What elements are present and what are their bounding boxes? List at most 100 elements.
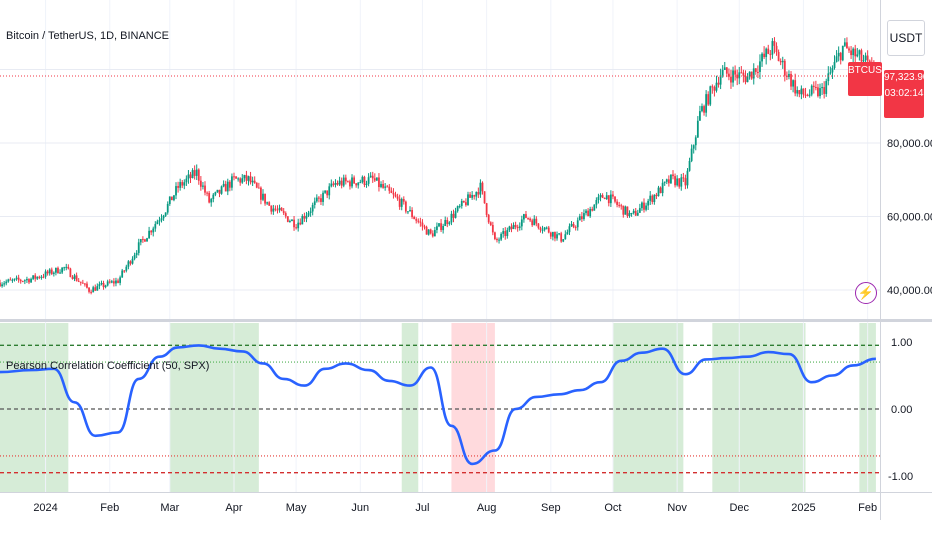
candle-body <box>413 216 416 220</box>
candle-body <box>713 87 716 91</box>
candle-body <box>129 261 132 264</box>
candle-body <box>866 55 869 61</box>
candle-body <box>645 205 647 210</box>
currency-button[interactable]: USDT <box>887 20 925 56</box>
candle-body <box>243 175 246 179</box>
candle-body <box>514 224 517 228</box>
candle-body <box>63 267 66 269</box>
candle-body <box>148 230 150 239</box>
correlation-line[interactable] <box>0 344 876 466</box>
candle-body <box>108 281 111 283</box>
candle-body <box>498 239 500 241</box>
candle-body <box>622 205 625 215</box>
candle-body <box>32 275 35 279</box>
candle-body <box>189 174 192 179</box>
candle-body <box>328 186 331 196</box>
candle-body <box>303 216 306 219</box>
candle-body <box>181 182 184 186</box>
candle-body <box>719 75 722 85</box>
candle-body <box>295 227 298 229</box>
time-axis-label: 2024 <box>33 502 57 514</box>
time-axis-label: Aug <box>477 502 497 514</box>
time-axis-label: Mar <box>160 502 179 514</box>
candle-body <box>119 277 122 283</box>
candle-body <box>102 282 105 288</box>
candle-body <box>746 76 749 83</box>
candle-body <box>152 228 155 233</box>
symbol-title[interactable]: Bitcoin / TetherUS, 1D, BINANCE <box>6 30 170 42</box>
candle-body <box>821 87 823 89</box>
candle-body <box>106 281 109 286</box>
candle-body <box>703 106 705 113</box>
candle-body <box>690 148 693 161</box>
candle-body <box>431 233 434 237</box>
time-axis-label: Oct <box>604 502 621 514</box>
candle-body <box>467 194 469 206</box>
candle-body <box>289 221 291 223</box>
candle-body <box>173 195 175 201</box>
candle-body <box>630 213 633 215</box>
candle-body <box>398 198 401 207</box>
candle-body <box>835 56 838 62</box>
candle-body <box>603 197 606 200</box>
candle-body <box>429 229 432 234</box>
candle-body <box>197 169 200 181</box>
time-axis-label: Dec <box>729 502 749 514</box>
candle-body <box>752 68 755 79</box>
candle-body <box>193 170 196 176</box>
candle-body <box>13 278 16 280</box>
candle-body <box>139 239 142 243</box>
candle-body <box>291 219 293 222</box>
candle-body <box>641 202 643 209</box>
candle-body <box>585 210 587 214</box>
candle-body <box>81 282 84 284</box>
candle-body <box>336 182 339 185</box>
candle-body <box>583 213 585 220</box>
candle-body <box>788 73 790 78</box>
candle-body <box>775 45 778 52</box>
indicator-title[interactable]: Pearson Correlation Coefficient (50, SPX… <box>6 360 210 372</box>
candle-body <box>133 255 136 259</box>
candle-body <box>392 192 395 195</box>
candle-body <box>672 174 674 177</box>
candle-body <box>680 177 683 187</box>
candle-body <box>218 189 221 194</box>
candle-body <box>481 182 484 192</box>
candle-body <box>728 73 730 77</box>
bar-countdown: 03:02:14 <box>884 88 924 99</box>
candle-body <box>854 48 857 57</box>
candle-body <box>353 177 355 184</box>
candle-body <box>388 186 391 191</box>
candle-body <box>531 220 534 226</box>
candle-body <box>3 283 6 285</box>
candle-body <box>504 231 507 237</box>
candle-body <box>860 50 863 62</box>
candle-body <box>373 178 376 181</box>
candle-body <box>520 219 523 227</box>
lightning-icon[interactable]: ⚡ <box>855 282 877 304</box>
candle-body <box>742 72 745 76</box>
candle-body <box>168 196 171 204</box>
candle-body <box>402 199 405 202</box>
candle-body <box>721 70 724 76</box>
candle-body <box>380 184 382 188</box>
candle-body <box>543 227 546 230</box>
candle-body <box>777 51 780 62</box>
candle-body <box>179 182 182 188</box>
candle-body <box>475 192 478 197</box>
candle-body <box>371 175 374 179</box>
candle-body <box>452 213 455 218</box>
candle-body <box>539 227 542 230</box>
candle-body <box>59 272 61 274</box>
candle-body <box>84 283 86 285</box>
candle-body <box>55 267 57 273</box>
candle-body <box>707 94 710 105</box>
candle-body <box>508 226 511 230</box>
candle-body <box>235 176 237 179</box>
candle-body <box>477 192 480 195</box>
candle-body <box>562 239 565 242</box>
candle-body <box>293 219 295 228</box>
candle-body <box>864 55 867 61</box>
indicator-axis-label: 0.00 <box>891 404 912 416</box>
